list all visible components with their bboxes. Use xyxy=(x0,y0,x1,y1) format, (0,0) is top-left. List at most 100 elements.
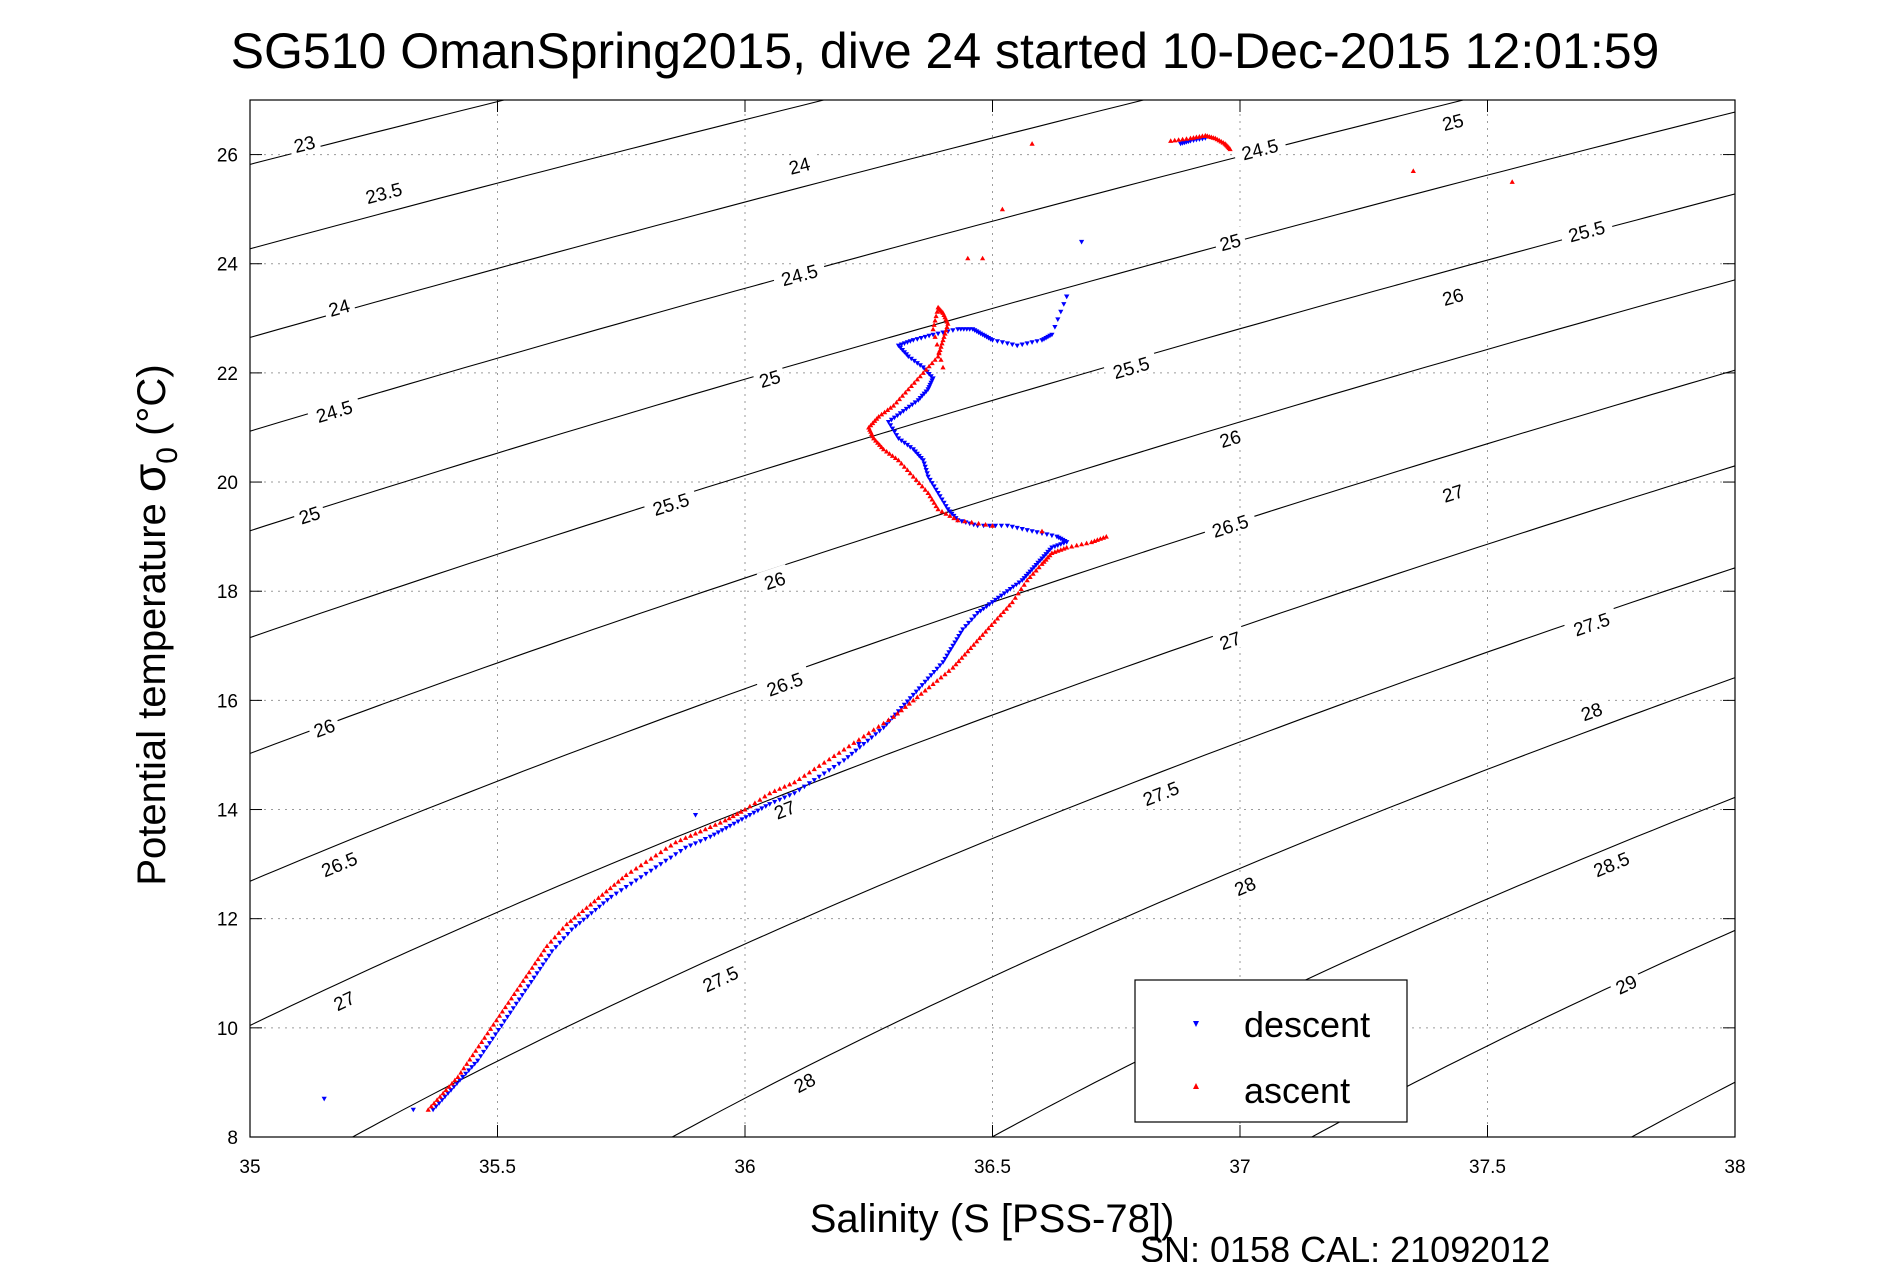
ascent-point xyxy=(934,309,940,314)
ascent-point xyxy=(1003,606,1009,611)
descent-point xyxy=(433,1104,439,1109)
descent-point xyxy=(857,745,863,750)
contour-label-background xyxy=(1558,212,1615,248)
descent-point xyxy=(897,411,903,416)
descent-point xyxy=(922,464,928,470)
ascent-point xyxy=(538,952,544,957)
descent-point xyxy=(928,673,934,678)
descent-point xyxy=(992,523,999,529)
ascent-point xyxy=(918,691,924,696)
chart-title: SG510 OmanSpring2015, dive 24 started 10… xyxy=(231,23,1660,79)
descent-point xyxy=(553,945,559,950)
descent-point xyxy=(865,738,871,744)
ascent-point xyxy=(663,846,669,851)
descent-point xyxy=(727,823,733,829)
descent-point xyxy=(954,637,960,642)
ascent-point xyxy=(899,393,905,398)
descent-point xyxy=(975,611,981,616)
ascent-point xyxy=(734,811,740,816)
descent-point xyxy=(999,340,1005,345)
ascent-point xyxy=(943,511,949,516)
y-tick-label: 12 xyxy=(217,910,238,931)
contour-label: 26.5 xyxy=(756,663,813,703)
descent-point xyxy=(918,336,924,341)
ascent-point xyxy=(933,503,939,509)
ascent-point xyxy=(568,918,574,923)
descent-point xyxy=(887,423,894,428)
ascent-point xyxy=(991,619,998,624)
ascent-point xyxy=(556,930,562,935)
contour-label-background xyxy=(756,564,793,595)
ascent-point xyxy=(904,467,910,472)
descent-point xyxy=(978,608,984,614)
ascent-point xyxy=(965,648,971,654)
ascent-point xyxy=(1103,534,1109,539)
y-axis-label: Potential temperature σ0 (°C) xyxy=(123,364,184,885)
ascent-point xyxy=(988,622,995,627)
descent-point xyxy=(723,826,729,831)
descent-point xyxy=(1055,543,1061,548)
ascent-point xyxy=(1069,543,1075,549)
ascent-point xyxy=(1180,136,1186,142)
descent-point xyxy=(596,904,603,910)
ascent-point xyxy=(1084,540,1090,546)
descent-point xyxy=(877,728,883,734)
contour-label: 25 xyxy=(1435,106,1470,136)
ascent-point xyxy=(926,363,932,369)
ascent-point xyxy=(1033,567,1039,573)
descent-point xyxy=(755,808,761,814)
descent-point xyxy=(475,1058,481,1064)
descent-point xyxy=(731,821,737,827)
ascent-point xyxy=(879,411,885,417)
ascent-point xyxy=(881,720,887,726)
ascent-point xyxy=(938,674,944,680)
ascent-point xyxy=(541,947,547,953)
descent-point xyxy=(481,1049,487,1055)
ascent-point xyxy=(806,769,812,775)
ascent-point xyxy=(712,822,718,827)
isopycnal-line xyxy=(250,100,826,250)
descent-point xyxy=(910,338,916,343)
ascent-point xyxy=(994,615,1000,621)
descent-point xyxy=(911,358,917,364)
x-tick-label: 37 xyxy=(1229,1157,1250,1178)
ascent-point xyxy=(787,781,793,787)
contour-label-background xyxy=(1231,131,1288,166)
descent-point xyxy=(1049,545,1055,551)
x-tick-label: 36.5 xyxy=(974,1157,1011,1178)
serial-calibration-footer: SN: 0158 CAL: 21092012 xyxy=(1140,1229,1550,1262)
ascent-point xyxy=(962,518,968,524)
ascent-point xyxy=(999,206,1005,212)
y-tick-label: 16 xyxy=(217,691,238,712)
descent-point xyxy=(460,1075,466,1080)
descent-point xyxy=(931,484,937,489)
descent-point xyxy=(484,1045,490,1051)
ascent-point xyxy=(431,1100,437,1106)
ascent-point xyxy=(752,800,758,805)
isopycnal-line xyxy=(250,369,1735,882)
ascent-point xyxy=(916,480,922,486)
descent-point xyxy=(944,653,950,659)
ascent-point xyxy=(890,403,897,408)
ascent-point xyxy=(514,987,520,992)
ascent-point xyxy=(965,255,971,261)
isopycnal-line xyxy=(1310,929,1735,1137)
legend-marker-ascent xyxy=(1193,1083,1199,1089)
ascent-point xyxy=(901,464,907,469)
ascent-point xyxy=(896,396,902,402)
descent-point xyxy=(922,334,928,340)
descent-point xyxy=(924,471,930,476)
ascent-point xyxy=(861,733,867,739)
ascent-point xyxy=(628,869,634,874)
descent-point xyxy=(653,865,659,870)
descent-point xyxy=(986,523,993,529)
ascent-point xyxy=(440,1090,446,1096)
ascent-point xyxy=(980,255,986,261)
ascent-point xyxy=(777,786,783,791)
ascent-point xyxy=(1172,137,1178,143)
ascent-point xyxy=(683,835,689,840)
descent-point xyxy=(1019,527,1025,532)
descent-point xyxy=(945,507,951,512)
descent-point xyxy=(845,755,851,760)
descent-point xyxy=(920,365,926,370)
